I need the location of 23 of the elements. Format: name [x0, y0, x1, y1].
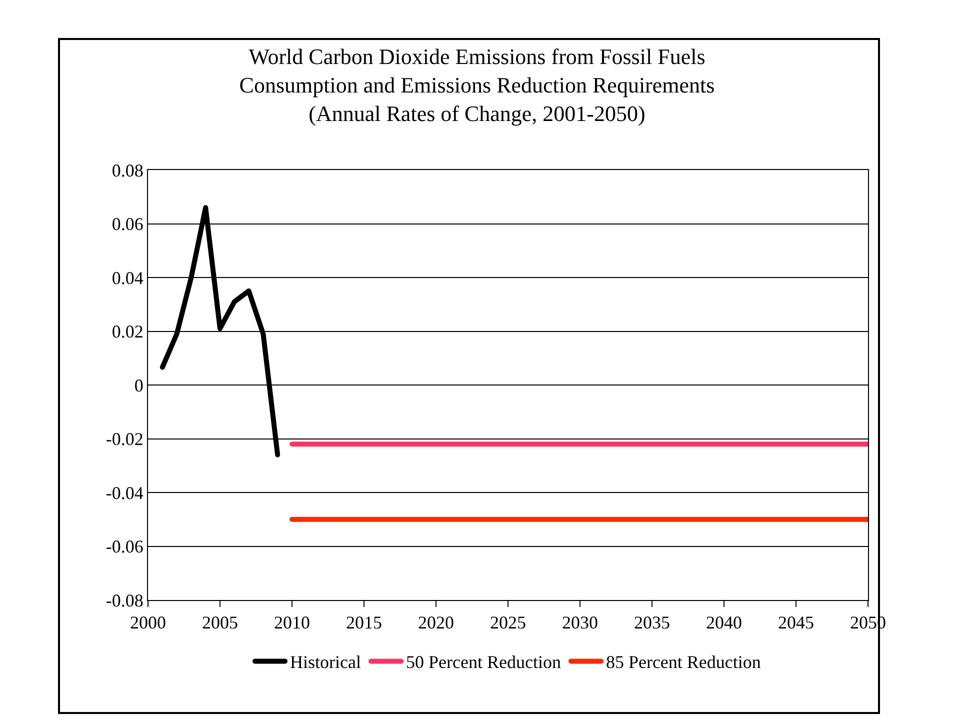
y-tick-label: -0.04	[106, 482, 144, 503]
y-tick-label: 0	[134, 375, 144, 396]
x-tick-label: 2040	[706, 612, 742, 633]
legend-label: Historical	[290, 652, 361, 672]
x-tick-label: 2020	[418, 612, 454, 633]
y-tick-label: 0.06	[112, 214, 144, 234]
x-tick-label: 2045	[778, 612, 814, 633]
y-tick-label: 0.02	[112, 322, 144, 342]
x-tick-label: 2000	[130, 612, 166, 633]
y-tick-label: -0.02	[106, 429, 144, 450]
y-tick-label: -0.06	[106, 536, 144, 557]
x-tick-label: 2015	[346, 612, 382, 633]
x-tick-label: 2010	[274, 612, 310, 633]
x-tick-label: 2025	[490, 612, 526, 633]
y-tick-label: 0.04	[112, 268, 144, 288]
x-tick-label: 2005	[202, 612, 238, 633]
y-tick-label: -0.08	[106, 590, 144, 610]
legend-label: 50 Percent Reduction	[406, 652, 561, 672]
x-tick-label: 2035	[634, 612, 670, 633]
chart-title: World Carbon Dioxide Emissions from Fossil Fuels Consumption and Emissions Reduction Requirements (Annual Rates of Change, 2001-2050)	[239, 44, 715, 126]
y-tick-label: 0.08	[112, 160, 144, 180]
legend-label: 85 Percent Reduction	[606, 652, 761, 672]
x-tick-label: 2030	[562, 612, 598, 633]
